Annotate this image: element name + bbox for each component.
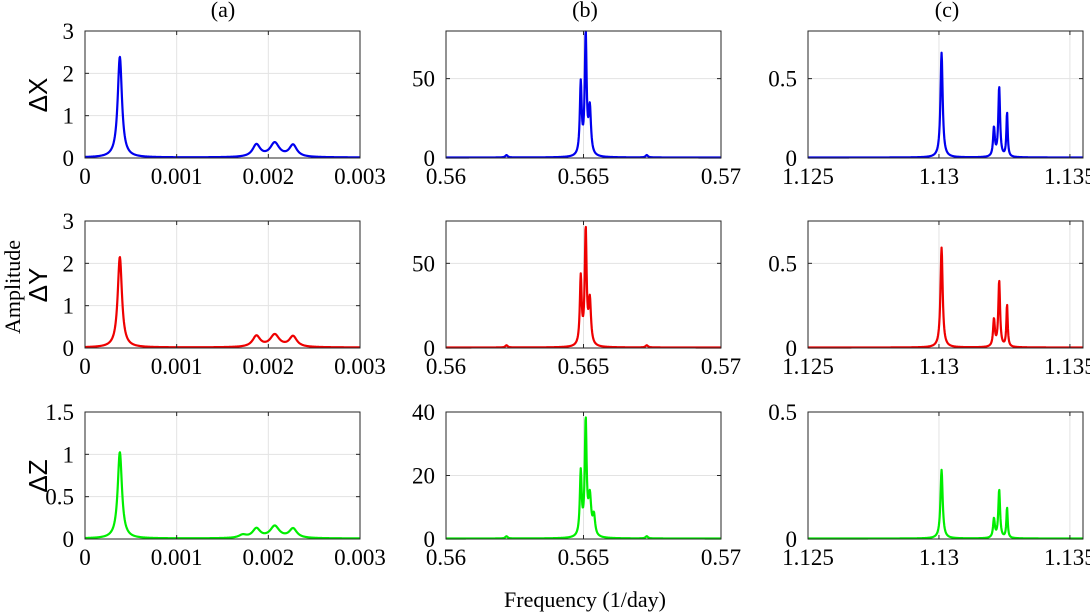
x-tick-label: 0.56 [426,545,466,570]
x-tick-label: 0.002 [242,545,294,570]
x-tick-label: 1.135 [1044,545,1090,570]
y-tick-label: 0 [63,146,75,171]
x-tick-label: 0.002 [242,354,294,379]
y-tick-label: 0 [424,336,436,361]
row-label-dy: ΔY [23,268,53,303]
panel-2-0: 0 0.001 0.002 0.003 0 0.5 1 1.5 [45,400,386,570]
series-line-ΔX [445,30,722,159]
y-tick-label: 0 [424,146,436,171]
panel-0-1: 0.56 0.565 0.57 0 50 [412,30,741,189]
y-tick-label: 0.5 [768,400,797,425]
series-line-ΔY [807,246,1084,349]
x-tick-label: 0.001 [151,164,203,189]
x-tick-label: 0.57 [701,545,741,570]
y-tick-label: 3 [63,209,75,234]
x-tick-label: 0.57 [701,164,741,189]
y-tick-label: 0 [63,527,75,552]
axes-frame [807,411,1084,540]
axes-frame [807,220,1084,349]
y-tick-label: 40 [412,400,435,425]
x-tick-label: 0 [79,164,91,189]
axes-frame [84,220,361,349]
series-line-ΔY [445,225,722,349]
y-tick-label: 0 [424,527,436,552]
y-tick-label: 0 [786,336,798,361]
y-tick-label: 0.5 [45,485,74,510]
panel-1-1: 0.56 0.565 0.57 0 50 [412,220,741,379]
panel-2-1: 0.56 0.565 0.57 0 20 40 [412,400,741,570]
row-label-dz: ΔZ [23,459,53,492]
x-tick-label: 0.56 [426,164,466,189]
y-tick-label: 0.5 [768,251,797,276]
series-line-ΔZ [445,416,722,540]
y-tick-label: 50 [412,251,435,276]
axes-frame [807,30,1084,159]
y-tick-label: 0 [786,527,798,552]
y-tick-label: 1 [63,104,75,129]
axes-frame [84,411,361,540]
x-tick-label: 0.56 [426,354,466,379]
x-tick-label: 0 [79,354,91,379]
panel-1-0: 0 0.001 0.002 0.003 0 1 2 3 [63,209,386,379]
series-line-ΔY [84,256,361,349]
x-tick-label: 1.13 [919,354,959,379]
row-label-dx: ΔX [23,78,53,113]
x-tick-label: 0.565 [558,354,610,379]
y-tick-label: 0.5 [768,67,797,92]
x-tick-label: 1.125 [782,545,834,570]
x-tick-label: 1.125 [782,354,834,379]
x-tick-label: 0.002 [242,164,294,189]
x-tick-label: 1.125 [782,164,834,189]
series-line-ΔX [807,51,1084,159]
x-tick-label: 0.57 [701,354,741,379]
panel-title-c: (c) [935,0,959,22]
y-tick-label: 2 [63,61,75,86]
y-tick-label: 3 [63,19,75,44]
y-axis-label: Amplitude [0,240,25,334]
panel-2-2: 1.125 1.13 1.135 0 0.5 [768,400,1090,570]
x-tick-label: 0.001 [151,354,203,379]
axes-frame [84,30,361,159]
x-tick-label: 0.001 [151,545,203,570]
x-tick-label: 0.003 [334,354,386,379]
y-tick-label: 0 [786,146,798,171]
x-tick-label: 0.565 [558,545,610,570]
panel-0-2: 1.125 1.13 1.135 0 0.5 [768,30,1090,189]
y-tick-label: 1.5 [45,400,74,425]
x-tick-label: 0.003 [334,164,386,189]
y-tick-label: 1 [63,442,75,467]
y-tick-label: 50 [412,67,435,92]
y-tick-label: 0 [63,336,75,361]
y-tick-label: 1 [63,294,75,319]
x-tick-label: 0.565 [558,164,610,189]
y-tick-label: 2 [63,251,75,276]
x-tick-label: 1.135 [1044,354,1090,379]
series-line-ΔX [84,55,361,159]
panel-1-2: 1.125 1.13 1.135 0 0.5 [768,220,1090,379]
x-tick-label: 0 [79,545,91,570]
x-tick-label: 1.13 [919,164,959,189]
x-tick-label: 1.13 [919,545,959,570]
x-tick-label: 0.003 [334,545,386,570]
y-tick-label: 20 [412,464,435,489]
series-line-ΔZ [84,451,361,540]
series-line-ΔZ [807,468,1084,540]
x-tick-label: 1.135 [1044,164,1090,189]
panel-0-0: 0 0.001 0.002 0.003 0 1 2 3 [63,19,386,189]
panel-title-b: (b) [572,0,598,22]
x-axis-label: Frequency (1/day) [504,587,666,612]
panel-title-a: (a) [211,0,235,22]
